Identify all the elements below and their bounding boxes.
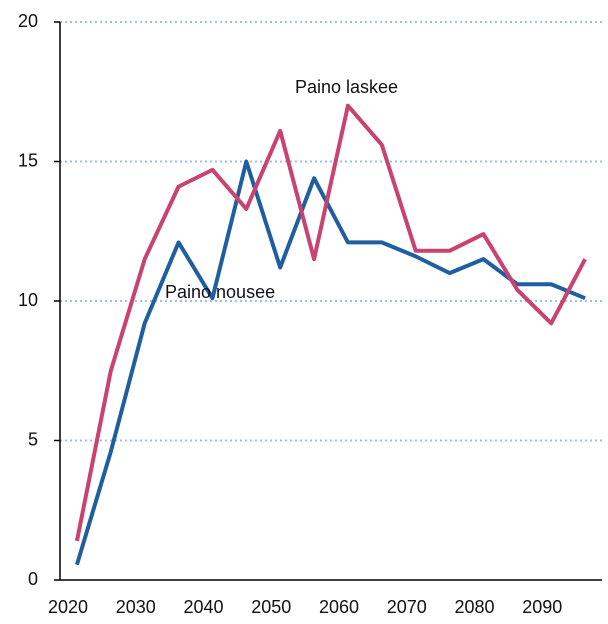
- series-label: Paino nousee: [165, 282, 275, 302]
- x-tick-label: 2020: [48, 597, 88, 617]
- x-tick-label: 2040: [183, 597, 223, 617]
- y-tick-label: 10: [18, 290, 38, 310]
- x-tick-label: 2080: [454, 597, 494, 617]
- y-tick-label: 15: [18, 150, 38, 170]
- x-tick-label: 2060: [319, 597, 359, 617]
- y-tick-label: 20: [18, 11, 38, 31]
- x-tick-label: 2090: [522, 597, 562, 617]
- x-tick-label: 2030: [116, 597, 156, 617]
- series-line: [75, 159, 586, 566]
- series-line: [74, 103, 587, 542]
- x-tick-label: 2070: [387, 597, 427, 617]
- x-tick-label: 2050: [251, 597, 291, 617]
- series-label: Paino laskee: [295, 77, 398, 97]
- y-tick-label: 0: [28, 569, 38, 589]
- y-tick-label: 5: [28, 429, 38, 449]
